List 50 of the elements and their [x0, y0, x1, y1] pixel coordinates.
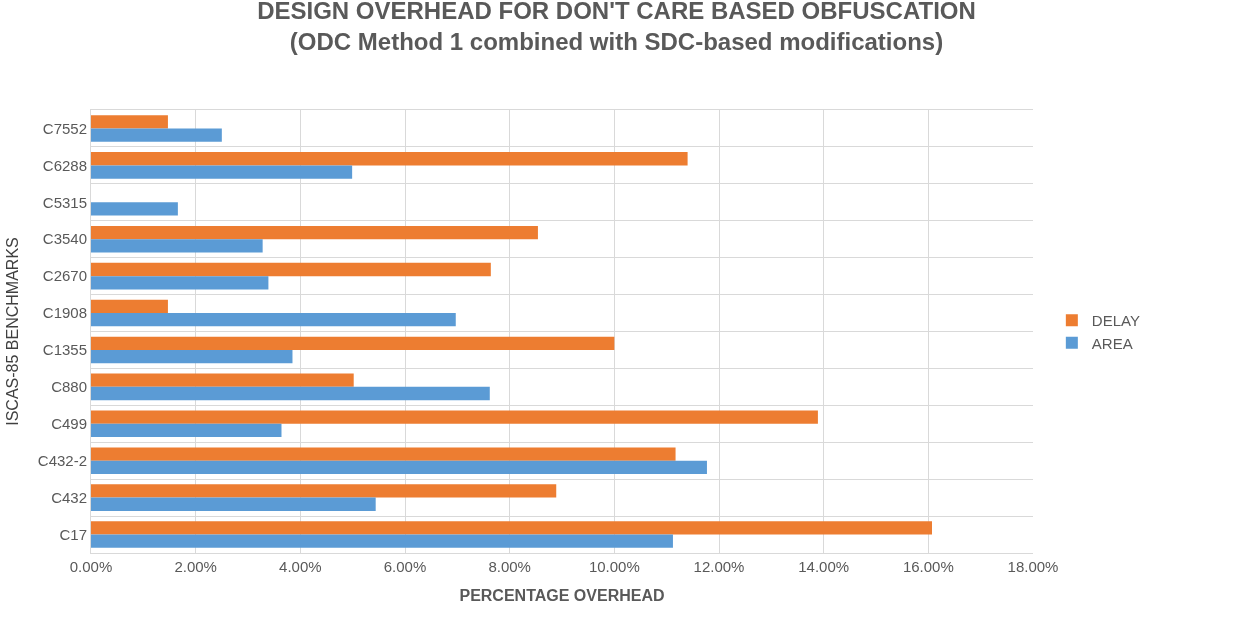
bar	[91, 202, 178, 216]
x-axis-title: PERCENTAGE OVERHEAD	[459, 586, 665, 604]
bar	[91, 484, 557, 498]
bar	[91, 313, 456, 327]
x-tick-label: 18.00%	[1007, 558, 1059, 575]
bar	[91, 299, 168, 314]
bar	[91, 410, 818, 424]
y-tick-label: C1355	[42, 341, 87, 359]
bar	[91, 128, 222, 142]
y-tick-label: C6288	[42, 156, 87, 174]
bar	[91, 225, 538, 240]
y-tick-label: C880	[51, 378, 87, 396]
bar	[91, 497, 376, 511]
legend-label: AREA	[1091, 334, 1133, 352]
bar	[91, 349, 293, 364]
y-tick-label: C432	[51, 488, 87, 506]
bar	[91, 239, 263, 253]
x-tick-label: 14.00%	[798, 558, 850, 575]
x-tick-label: 0.00%	[69, 558, 113, 575]
chart-title: DESIGN OVERHEAD FOR DON'T CARE BASED OBFUSCATION (ODC Method 1 combined with SDC-based modifications)	[257, 0, 976, 55]
bar	[91, 423, 282, 438]
bar	[91, 373, 354, 387]
y-tick-label: C17	[59, 525, 87, 543]
y-tick-label: C499	[51, 415, 87, 433]
x-tick-label: 12.00%	[693, 558, 745, 575]
x-tick-label: 6.00%	[383, 558, 427, 575]
bar	[91, 336, 615, 350]
y-tick-label: C1908	[42, 304, 87, 322]
x-tick-label: 2.00%	[174, 558, 217, 575]
bar	[91, 460, 707, 474]
bar	[91, 152, 688, 166]
y-tick-label: C5315	[42, 193, 87, 211]
y-tick-label: C3540	[42, 230, 87, 248]
bar	[91, 521, 932, 535]
y-tick-label: C432-2	[37, 451, 87, 469]
x-tick-label: 16.00%	[902, 558, 954, 575]
bar	[91, 386, 490, 401]
x-tick-label: 8.00%	[488, 558, 531, 575]
legend-label: DELAY	[1091, 312, 1140, 330]
bar	[91, 165, 353, 179]
y-axis-title: ISCAS-85 BENCHMARKS	[3, 237, 21, 426]
bar	[91, 262, 491, 277]
bar	[91, 447, 676, 461]
bar	[91, 276, 269, 290]
x-tick-label: 10.00%	[588, 558, 640, 575]
y-tick-label: C7552	[42, 119, 87, 137]
x-tick-label: 4.00%	[279, 558, 322, 575]
bar	[91, 534, 673, 548]
bar	[91, 115, 168, 129]
y-tick-label: C2670	[42, 267, 87, 285]
